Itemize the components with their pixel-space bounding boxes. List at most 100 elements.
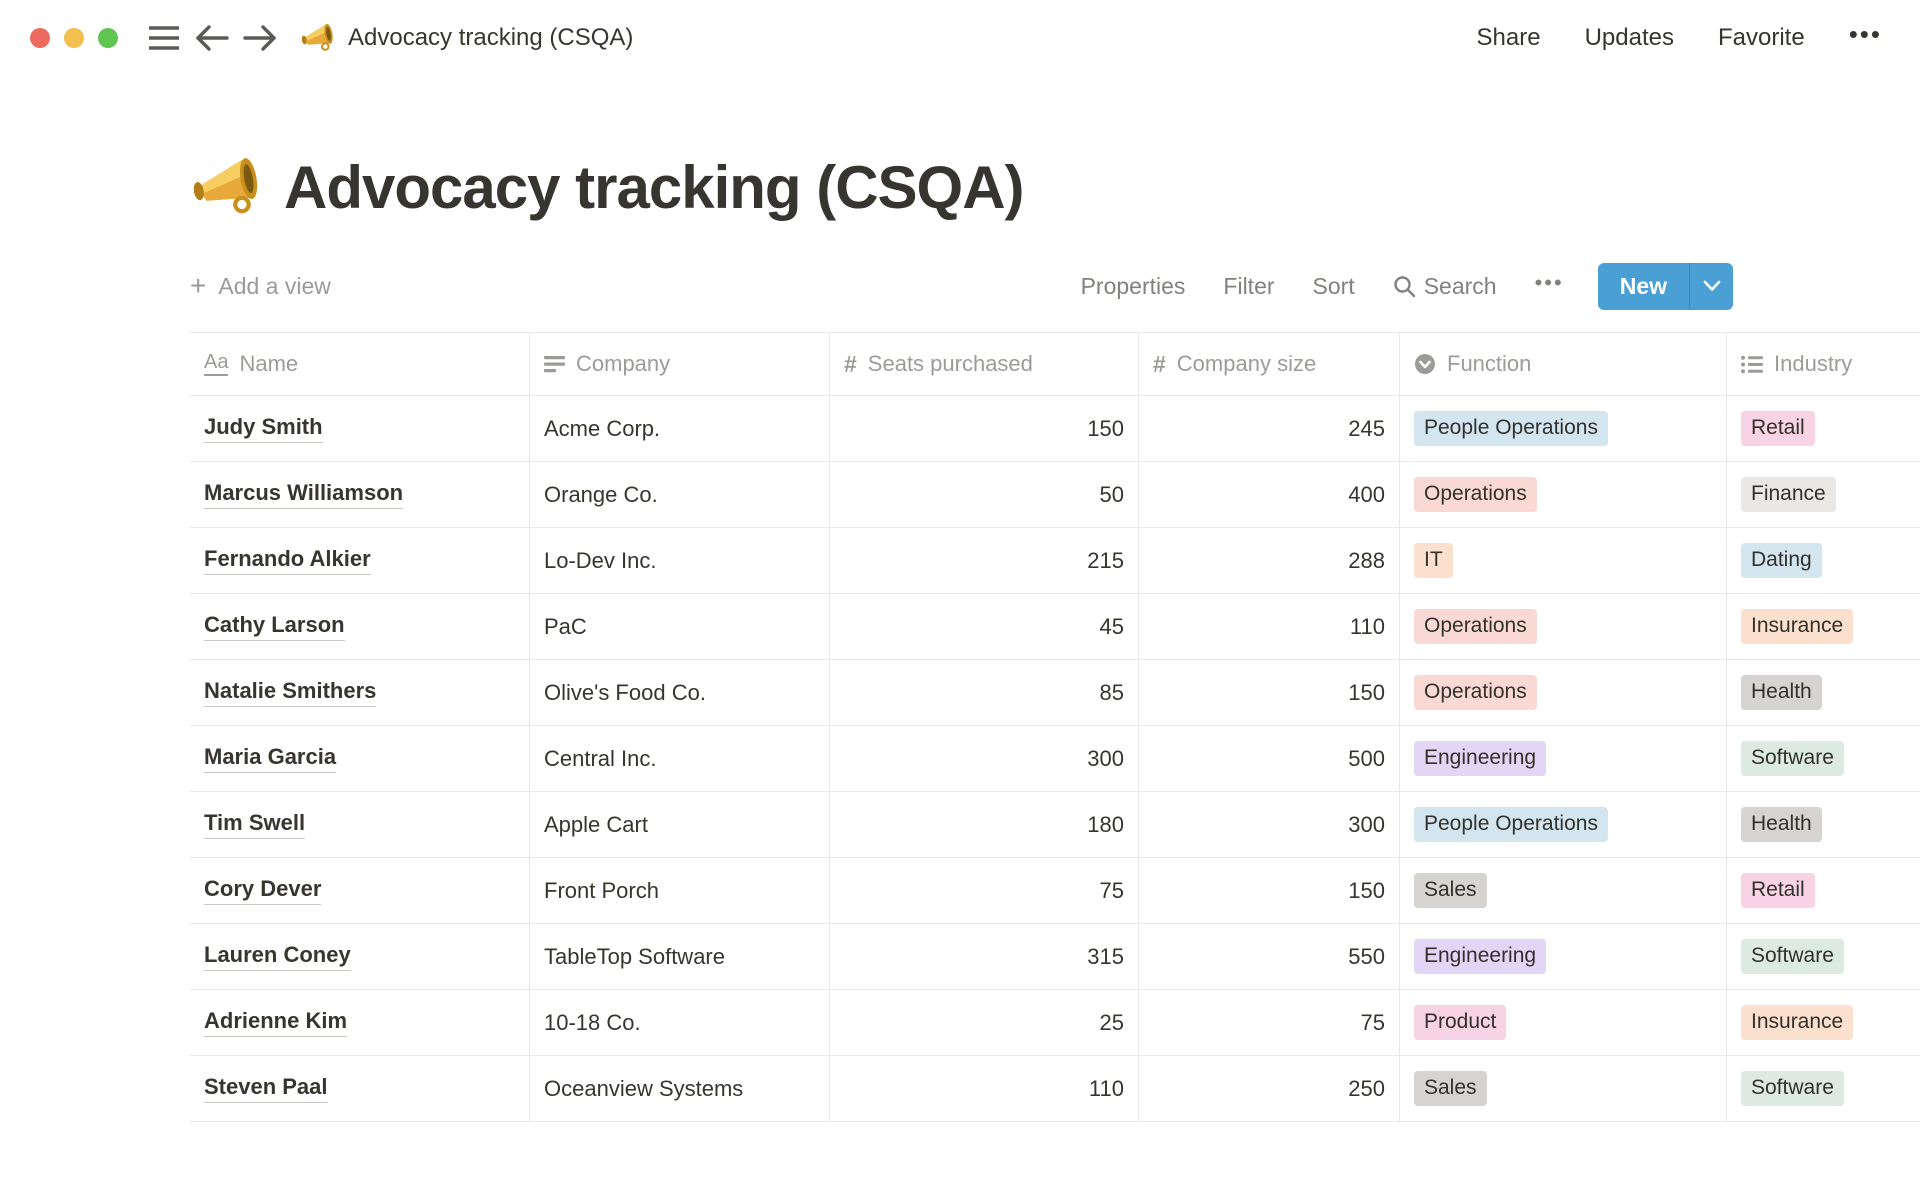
function-tag[interactable]: Operations bbox=[1414, 477, 1537, 512]
page-icon-megaphone[interactable] bbox=[190, 152, 268, 222]
table-row[interactable]: Natalie Smithers Olive's Food Co. 85 150 Ope… bbox=[190, 660, 1920, 726]
table-row[interactable]: Lauren Coney TableTop Software 315 550 Engin… bbox=[190, 924, 1920, 990]
cell-function[interactable]: Engineering bbox=[1400, 726, 1727, 791]
cell-company[interactable]: Front Porch bbox=[530, 858, 830, 923]
table-row[interactable]: Cathy Larson PaC 45 110 Operations Insurance bbox=[190, 594, 1920, 660]
industry-tag[interactable]: Dating bbox=[1741, 543, 1822, 578]
cell-name[interactable]: Steven Paal bbox=[190, 1056, 530, 1121]
page-link[interactable]: Steven Paal bbox=[204, 1074, 328, 1103]
cell-company-size[interactable]: 250 bbox=[1139, 1056, 1400, 1121]
industry-tag[interactable]: Health bbox=[1741, 807, 1822, 842]
cell-company-size[interactable]: 150 bbox=[1139, 858, 1400, 923]
cell-company[interactable]: Olive's Food Co. bbox=[530, 660, 830, 725]
cell-name[interactable]: Fernando Alkier bbox=[190, 528, 530, 593]
function-tag[interactable]: People Operations bbox=[1414, 807, 1608, 842]
cell-seats-purchased[interactable]: 180 bbox=[830, 792, 1139, 857]
cell-function[interactable]: Product bbox=[1400, 990, 1727, 1055]
cell-industry[interactable]: Software bbox=[1727, 1056, 1920, 1121]
table-row[interactable]: Tim Swell Apple Cart 180 300 People Operatio… bbox=[190, 792, 1920, 858]
industry-tag[interactable]: Insurance bbox=[1741, 1005, 1854, 1040]
function-tag[interactable]: Sales bbox=[1414, 1071, 1487, 1106]
page-link[interactable]: Natalie Smithers bbox=[204, 678, 377, 707]
cell-name[interactable]: Lauren Coney bbox=[190, 924, 530, 989]
page-link[interactable]: Marcus Williamson bbox=[204, 480, 404, 509]
column-header-company-size[interactable]: # Company size bbox=[1139, 333, 1400, 395]
cell-function[interactable]: Sales bbox=[1400, 858, 1727, 923]
cell-industry[interactable]: Health bbox=[1727, 660, 1920, 725]
close-window-button[interactable] bbox=[30, 28, 50, 48]
cell-company[interactable]: TableTop Software bbox=[530, 924, 830, 989]
table-row[interactable]: Marcus Williamson Orange Co. 50 400 Operatio… bbox=[190, 462, 1920, 528]
cell-company[interactable]: Lo-Dev Inc. bbox=[530, 528, 830, 593]
cell-company[interactable]: Apple Cart bbox=[530, 792, 830, 857]
cell-seats-purchased[interactable]: 50 bbox=[830, 462, 1139, 527]
maximize-window-button[interactable] bbox=[98, 28, 118, 48]
function-tag[interactable]: People Operations bbox=[1414, 411, 1608, 446]
page-link[interactable]: Cory Dever bbox=[204, 876, 322, 905]
minimize-window-button[interactable] bbox=[64, 28, 84, 48]
cell-name[interactable]: Cory Dever bbox=[190, 858, 530, 923]
cell-company-size[interactable]: 75 bbox=[1139, 990, 1400, 1055]
column-header-name[interactable]: Aa Name bbox=[190, 333, 530, 395]
cell-industry[interactable]: Insurance bbox=[1727, 594, 1920, 659]
cell-industry[interactable]: Finance bbox=[1727, 462, 1920, 527]
cell-name[interactable]: Tim Swell bbox=[190, 792, 530, 857]
cell-company-size[interactable]: 110 bbox=[1139, 594, 1400, 659]
cell-name[interactable]: Marcus Williamson bbox=[190, 462, 530, 527]
cell-company-size[interactable]: 300 bbox=[1139, 792, 1400, 857]
add-view-button[interactable]: + Add a view bbox=[190, 270, 331, 301]
back-arrow-icon[interactable] bbox=[192, 18, 232, 58]
view-more-options-icon[interactable]: ••• bbox=[1534, 270, 1564, 295]
function-tag[interactable]: Sales bbox=[1414, 873, 1487, 908]
cell-seats-purchased[interactable]: 110 bbox=[830, 1056, 1139, 1121]
function-tag[interactable]: IT bbox=[1414, 543, 1453, 578]
industry-tag[interactable]: Software bbox=[1741, 939, 1844, 974]
filter-button[interactable]: Filter bbox=[1223, 272, 1275, 299]
cell-seats-purchased[interactable]: 315 bbox=[830, 924, 1139, 989]
cell-seats-purchased[interactable]: 300 bbox=[830, 726, 1139, 791]
table-row[interactable]: Steven Paal Oceanview Systems 110 250 Sales S… bbox=[190, 1056, 1920, 1122]
cell-function[interactable]: Operations bbox=[1400, 594, 1727, 659]
page-link[interactable]: Lauren Coney bbox=[204, 942, 351, 971]
column-header-seats-purchased[interactable]: # Seats purchased bbox=[830, 333, 1139, 395]
table-row[interactable]: Maria Garcia Central Inc. 300 500 Engineerin… bbox=[190, 726, 1920, 792]
cell-name[interactable]: Judy Smith bbox=[190, 396, 530, 461]
page-link[interactable]: Fernando Alkier bbox=[204, 546, 371, 575]
cell-company[interactable]: 10-18 Co. bbox=[530, 990, 830, 1055]
cell-company-size[interactable]: 245 bbox=[1139, 396, 1400, 461]
new-dropdown-button[interactable] bbox=[1689, 262, 1733, 310]
cell-function[interactable]: IT bbox=[1400, 528, 1727, 593]
cell-company[interactable]: PaC bbox=[530, 594, 830, 659]
column-header-company[interactable]: Company bbox=[530, 333, 830, 395]
page-link[interactable]: Adrienne Kim bbox=[204, 1008, 348, 1037]
industry-tag[interactable]: Health bbox=[1741, 675, 1822, 710]
cell-company[interactable]: Acme Corp. bbox=[530, 396, 830, 461]
cell-industry[interactable]: Software bbox=[1727, 726, 1920, 791]
cell-seats-purchased[interactable]: 45 bbox=[830, 594, 1139, 659]
cell-seats-purchased[interactable]: 215 bbox=[830, 528, 1139, 593]
cell-seats-purchased[interactable]: 85 bbox=[830, 660, 1139, 725]
function-tag[interactable]: Engineering bbox=[1414, 939, 1547, 974]
industry-tag[interactable]: Retail bbox=[1741, 873, 1815, 908]
search-button[interactable]: Search bbox=[1393, 273, 1497, 300]
function-tag[interactable]: Operations bbox=[1414, 609, 1537, 644]
industry-tag[interactable]: Retail bbox=[1741, 411, 1815, 446]
cell-industry[interactable]: Dating bbox=[1727, 528, 1920, 593]
table-row[interactable]: Judy Smith Acme Corp. 150 245 People Operati… bbox=[190, 396, 1920, 462]
table-row[interactable]: Fernando Alkier Lo-Dev Inc. 215 288 IT Dating bbox=[190, 528, 1920, 594]
cell-industry[interactable]: Insurance bbox=[1727, 990, 1920, 1055]
forward-arrow-icon[interactable] bbox=[240, 18, 280, 58]
cell-company-size[interactable]: 288 bbox=[1139, 528, 1400, 593]
function-tag[interactable]: Operations bbox=[1414, 675, 1537, 710]
cell-seats-purchased[interactable]: 75 bbox=[830, 858, 1139, 923]
cell-seats-purchased[interactable]: 25 bbox=[830, 990, 1139, 1055]
cell-company[interactable]: Orange Co. bbox=[530, 462, 830, 527]
menu-icon[interactable] bbox=[144, 18, 184, 58]
cell-industry[interactable]: Retail bbox=[1727, 396, 1920, 461]
cell-function[interactable]: People Operations bbox=[1400, 396, 1727, 461]
page-link[interactable]: Judy Smith bbox=[204, 414, 323, 443]
cell-seats-purchased[interactable]: 150 bbox=[830, 396, 1139, 461]
cell-function[interactable]: Engineering bbox=[1400, 924, 1727, 989]
cell-function[interactable]: Sales bbox=[1400, 1056, 1727, 1121]
industry-tag[interactable]: Insurance bbox=[1741, 609, 1854, 644]
